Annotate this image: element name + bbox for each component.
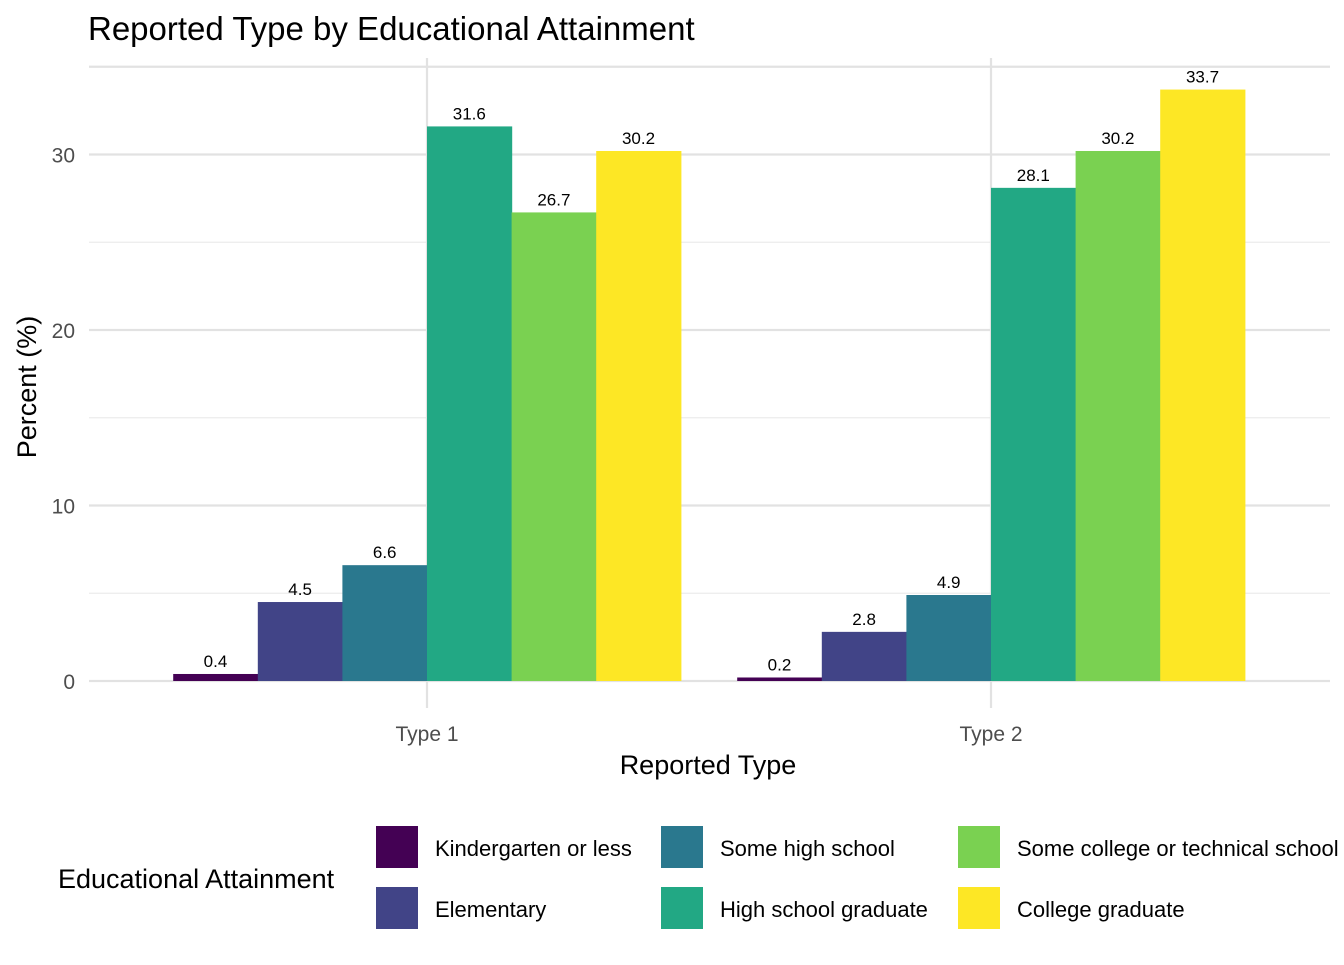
data-label: 4.9 — [937, 573, 961, 592]
legend-swatch — [958, 887, 1000, 929]
data-label: 4.5 — [288, 580, 312, 599]
bars — [173, 89, 1246, 682]
x-tick-label: Type 1 — [395, 723, 458, 746]
legend-swatch — [376, 826, 418, 868]
bar — [906, 595, 992, 681]
data-label: 33.7 — [1186, 68, 1219, 87]
data-label: 2.8 — [852, 610, 876, 629]
data-label: 26.7 — [537, 190, 570, 209]
legend-title: Educational Attainment — [58, 864, 335, 894]
data-label: 6.6 — [373, 543, 397, 562]
bar — [1160, 89, 1246, 681]
data-labels: 0.4 0.2 4.5 2.8 6.6 4.9 31.6 28.1 26.7 30.2 30.2 33… — [204, 68, 1219, 675]
bar — [1075, 150, 1161, 682]
y-tick-label: 20 — [52, 320, 75, 343]
legend-label: Some high school — [720, 836, 895, 861]
bar — [991, 187, 1077, 681]
data-label: 30.2 — [622, 129, 655, 148]
bar — [737, 677, 823, 681]
data-label: 0.4 — [204, 652, 228, 671]
bar — [173, 673, 259, 681]
data-label: 30.2 — [1101, 129, 1134, 148]
bar — [821, 631, 907, 681]
legend-label: Elementary — [435, 897, 546, 922]
data-label: 0.2 — [768, 655, 792, 674]
legend-swatch — [661, 887, 703, 929]
axes: 0 10 20 30 Type 1 Type 2 — [52, 145, 1023, 747]
bar — [596, 150, 682, 682]
x-axis-title: Reported Type — [620, 750, 797, 780]
chart-title: Reported Type by Educational Attainment — [88, 10, 695, 47]
y-axis-title: Percent (%) — [12, 316, 42, 459]
bar — [427, 126, 513, 682]
y-tick-label: 30 — [52, 145, 75, 168]
bar — [257, 602, 343, 681]
legend-label: Kindergarten or less — [435, 836, 632, 861]
legend-swatch — [661, 826, 703, 868]
legend-swatch — [376, 887, 418, 929]
bar — [342, 565, 428, 681]
legend-label: Some college or technical school — [1017, 836, 1339, 861]
data-label: 28.1 — [1017, 166, 1050, 185]
legend-swatch — [958, 826, 1000, 868]
y-tick-label: 10 — [52, 496, 75, 519]
x-tick-label: Type 2 — [959, 723, 1022, 746]
y-tick-label: 0 — [63, 671, 75, 694]
legend-label: High school graduate — [720, 897, 928, 922]
legend-label: College graduate — [1017, 897, 1185, 922]
data-label: 31.6 — [453, 104, 486, 123]
bar — [511, 212, 597, 682]
legend: Educational Attainment Kindergarten or l… — [58, 826, 1339, 929]
